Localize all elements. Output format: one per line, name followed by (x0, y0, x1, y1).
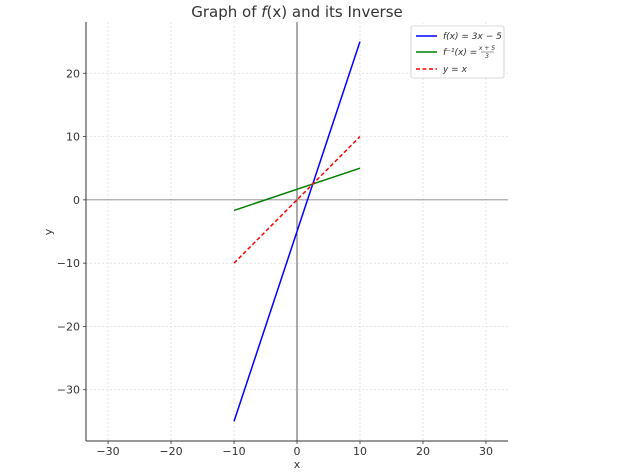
legend-label-yx: y = x (442, 65, 468, 75)
legend-item-finv: f⁻¹(x) = x + 5 3 (416, 45, 495, 60)
legend: f(x) = 3x − 5 f⁻¹(x) = x + 5 3 y = x (410, 25, 505, 79)
y-axis-label: y (42, 228, 55, 235)
x-axis-label: x (294, 458, 301, 471)
x-tick-label: −10 (222, 445, 245, 458)
x-tick-label: −30 (96, 445, 119, 458)
series-line-2 (233, 136, 361, 264)
legend-item-f: f(x) = 3x − 5 (416, 32, 502, 42)
legend-item-yx: y = x (416, 65, 468, 75)
x-tick-label: 20 (416, 445, 430, 458)
y-tick-label: 0 (73, 194, 80, 207)
legend-fraction-denominator: 3 (485, 53, 489, 60)
y-tick-label: −10 (57, 257, 80, 270)
series-line-1 (233, 167, 361, 212)
chart-title: Graph of f(x) and its Inverse (191, 3, 403, 21)
x-tick-label: 30 (479, 445, 493, 458)
y-tick-label: 20 (66, 67, 80, 80)
y-tick-label: −20 (57, 320, 80, 333)
x-tick-label: 0 (294, 445, 301, 458)
data-series (233, 41, 361, 422)
y-tick-label: −30 (57, 384, 80, 397)
legend-box (410, 25, 505, 79)
y-axis-ticks: −30 −20 −10 0 10 20 (57, 67, 86, 397)
legend-fraction-numerator: x + 5 (478, 45, 495, 52)
x-tick-label: 10 (353, 445, 367, 458)
y-tick-label: 10 (66, 131, 80, 144)
x-tick-label: −20 (159, 445, 182, 458)
series-line-0 (233, 41, 361, 422)
x-axis-ticks: −30 −20 −10 0 10 20 30 (96, 441, 493, 458)
legend-label-finv: f⁻¹(x) = (443, 48, 477, 58)
legend-label-f: f(x) = 3x − 5 (443, 32, 502, 42)
